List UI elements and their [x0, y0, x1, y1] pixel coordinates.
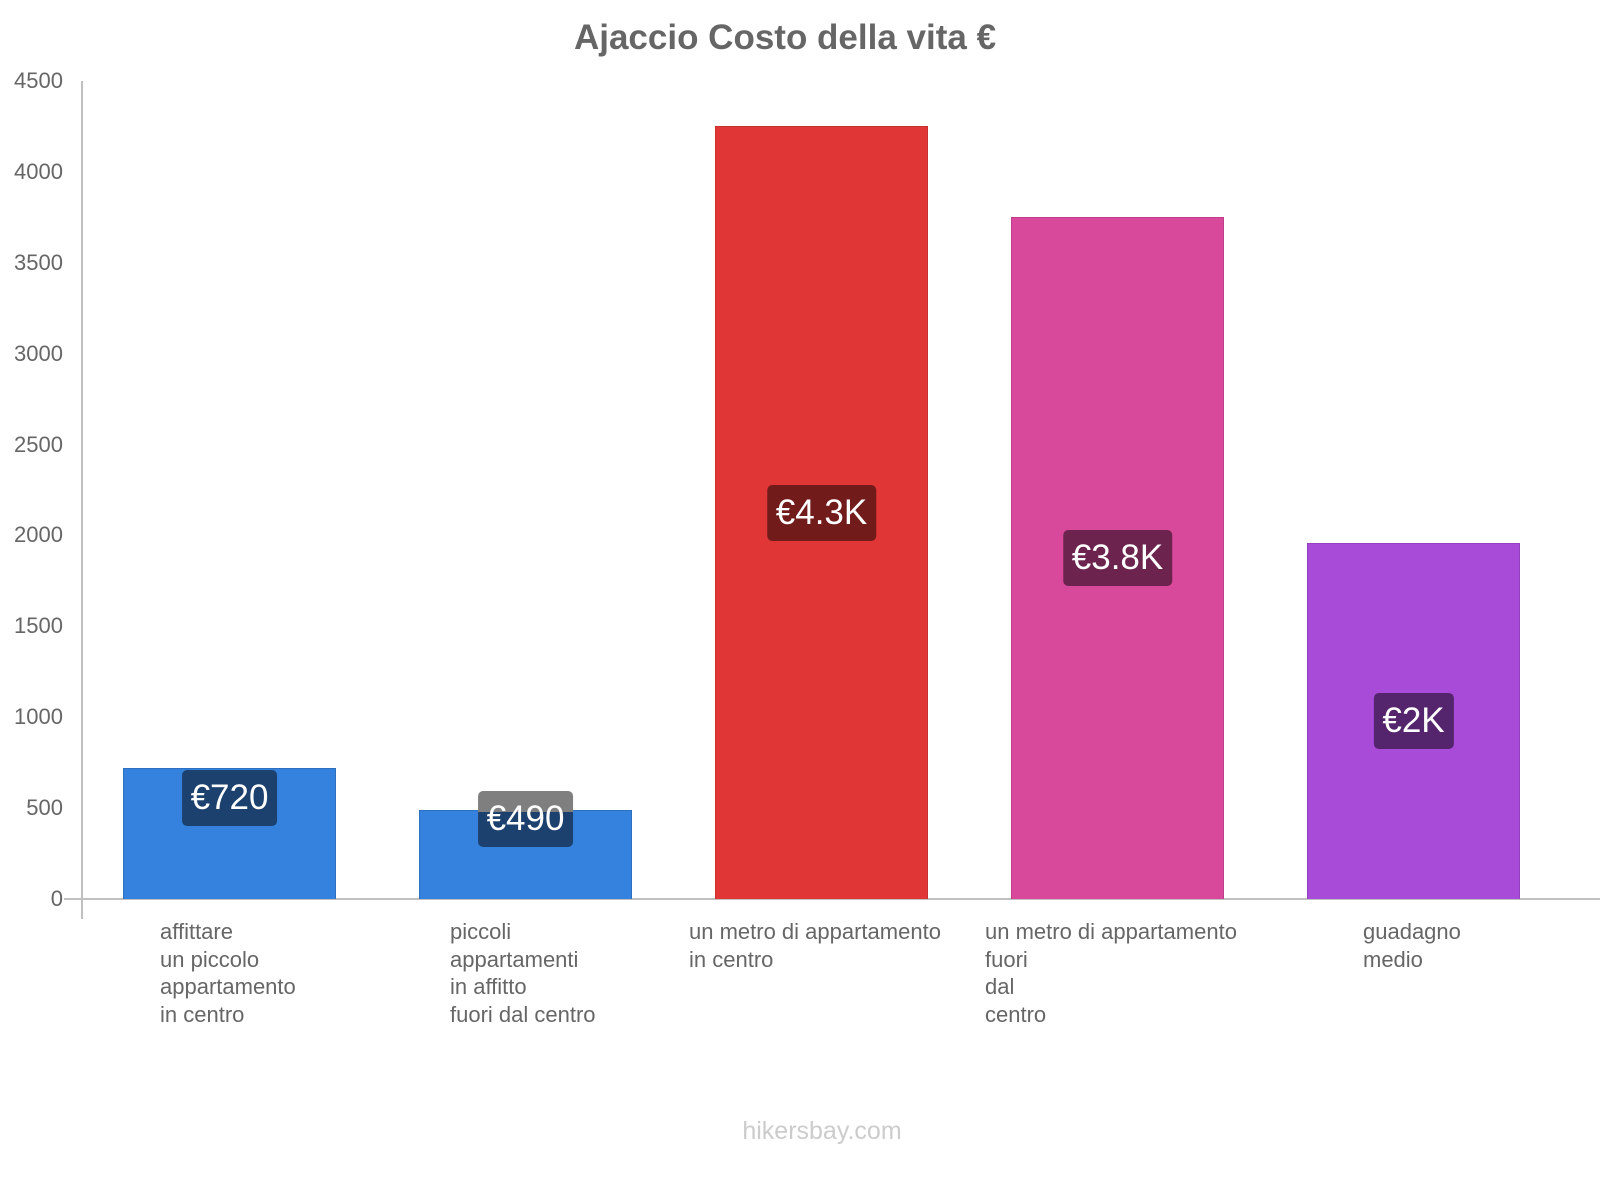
y-tick-label: 2500	[14, 431, 63, 457]
x-category-label-line: in centro	[160, 1001, 245, 1027]
x-category-label-line: fuori dal centro	[450, 1001, 596, 1027]
x-category-label-line: piccoli	[450, 919, 512, 944]
y-tick-label: 3000	[14, 340, 63, 366]
y-tick-label: 500	[26, 795, 63, 821]
x-category-label-line: un piccolo	[160, 946, 260, 972]
x-category-label-line: medio	[1363, 946, 1423, 972]
x-category-label: guadagno medio	[1363, 918, 1461, 973]
x-category-label-line: in affitto	[450, 974, 527, 999]
x-category-label: un metro di appartamento fuori dal centro	[985, 918, 1237, 1028]
y-tick-label: 2000	[14, 522, 63, 548]
x-category-label-line: dal	[985, 974, 1015, 999]
x-category-label-line: in centro	[689, 946, 774, 972]
x-category-label: affittare un piccolo appartamento in centro	[160, 918, 296, 1028]
y-tick-label: 4500	[14, 68, 63, 93]
bar-value-label: €4.3K	[766, 484, 877, 541]
chart-title: Ajaccio Costo della vita €	[573, 18, 997, 57]
x-category-label-line: fuori	[985, 946, 1028, 972]
x-category-label: piccoli appartamenti in affitto fuori dal c…	[450, 918, 596, 1028]
y-tick-label: 1500	[14, 613, 63, 639]
y-axis-line	[81, 81, 83, 919]
x-category-label-line: appartamenti	[450, 946, 579, 972]
x-axis-line	[64, 898, 1600, 900]
x-category-label-line: guadagno	[1363, 919, 1461, 944]
bar-value-label: €720	[181, 770, 278, 826]
bar-value-label: €2K	[1373, 692, 1454, 749]
footer-watermark: hikersbay.com	[742, 1117, 902, 1145]
y-tick-label: 3500	[14, 249, 63, 275]
bar-value-label: €490	[477, 791, 574, 847]
y-tick-label: 4000	[14, 158, 63, 184]
x-category-label-line: un metro di appartamento	[689, 919, 941, 944]
x-category-label-line: centro	[985, 1001, 1047, 1027]
y-tick-label: 0	[50, 886, 63, 911]
y-tick-label: 1000	[14, 704, 63, 730]
bar-value-label: €3.8K	[1062, 530, 1173, 587]
x-category-label: un metro di appartamento in centro	[689, 918, 941, 973]
x-category-label-line: un metro di appartamento	[985, 919, 1237, 944]
x-category-label-line: appartamento	[160, 974, 296, 999]
x-category-label-line: affittare	[160, 919, 233, 944]
y-tick-mark	[64, 898, 82, 900]
